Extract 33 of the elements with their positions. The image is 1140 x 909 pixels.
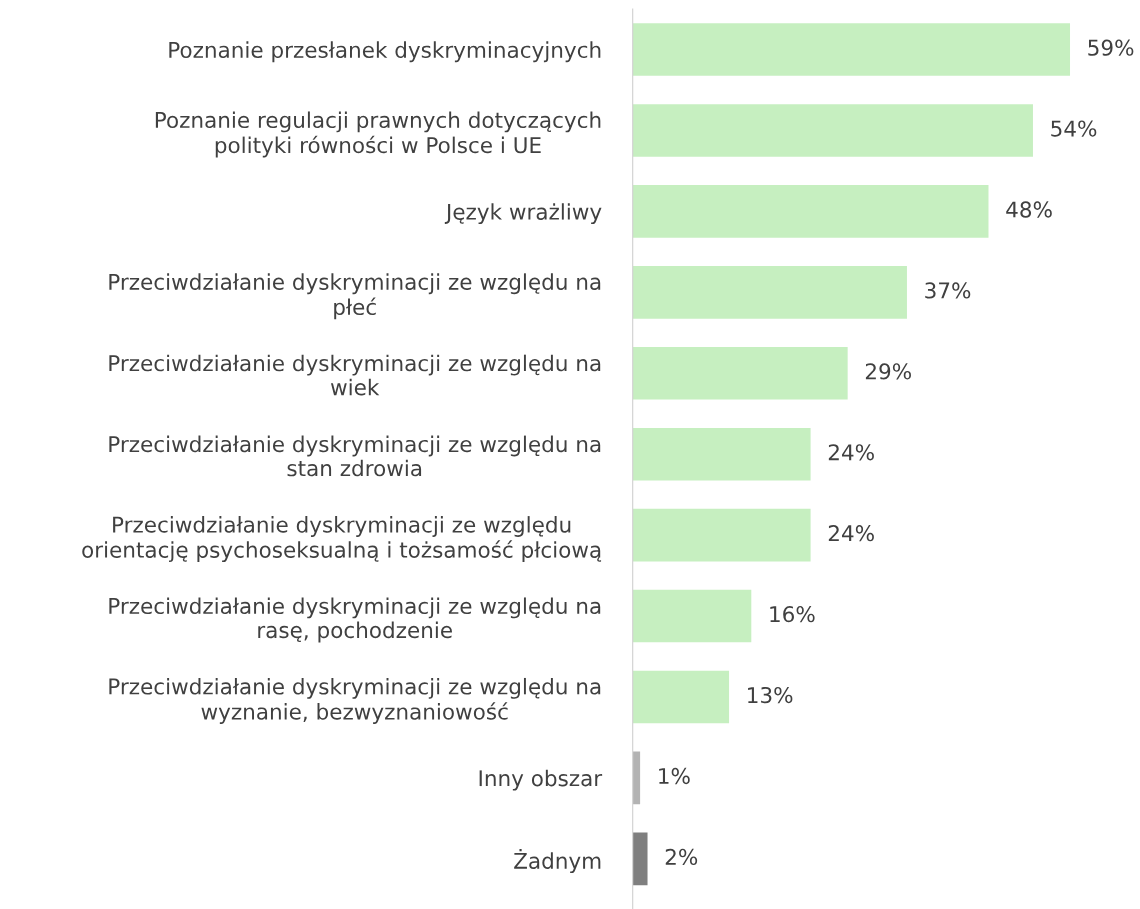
bar — [632, 23, 1071, 76]
y-tick-label: Przeciwdziałanie dyskryminacji ze względu na rasę, pochodzenie — [109, 597, 601, 643]
bar — [632, 670, 730, 724]
data-label: 13% — [748, 686, 793, 704]
data-label: 1% — [659, 767, 690, 785]
bar — [632, 751, 641, 805]
bar — [632, 346, 848, 400]
bar — [632, 427, 811, 481]
data-label: 54% — [1051, 120, 1097, 137]
y-tick-label: Przeciwdziałanie dyskryminacji ze względu na stan zdrowia — [109, 435, 601, 477]
y-tick-label: Żadnym — [514, 849, 601, 874]
data-label: 24% — [828, 444, 874, 461]
y-tick-label: Przeciwdziałanie dyskryminacji ze względu na płeć — [109, 273, 601, 320]
data-label: 16% — [770, 606, 815, 623]
data-label: 24% — [828, 525, 874, 542]
y-tick-label: Poznanie przesłanek dyskryminacyjnych — [169, 41, 601, 63]
data-label: 37% — [925, 282, 971, 299]
y-tick-label: Przeciwdziałanie dyskryminacji ze względu na wyznanie, bezwyznaniowość — [109, 677, 601, 724]
data-label: 29% — [865, 363, 911, 380]
y-tick-label: Przeciwdziałanie dyskryminacji ze względu na wiek — [109, 354, 601, 396]
data-label: 2% — [665, 848, 698, 866]
y-tick-label: Przeciwdziałanie dyskryminacji ze względu orientację psychoseksualną i tożsamość płciową — [82, 516, 602, 563]
bar — [632, 508, 811, 562]
bar — [632, 104, 1033, 157]
y-tick-label: Inny obszar — [479, 769, 603, 791]
y-tick-label: Język wrażliwy — [444, 203, 602, 225]
bar — [632, 185, 989, 238]
bar — [632, 589, 752, 643]
bar — [632, 832, 648, 886]
y-tick-label: Poznanie regulacji prawnych dotyczących polityki równości w Polsce i UE — [155, 111, 601, 158]
bar — [632, 266, 907, 319]
data-label: 59% — [1088, 39, 1134, 56]
data-label: 48% — [1006, 201, 1052, 218]
